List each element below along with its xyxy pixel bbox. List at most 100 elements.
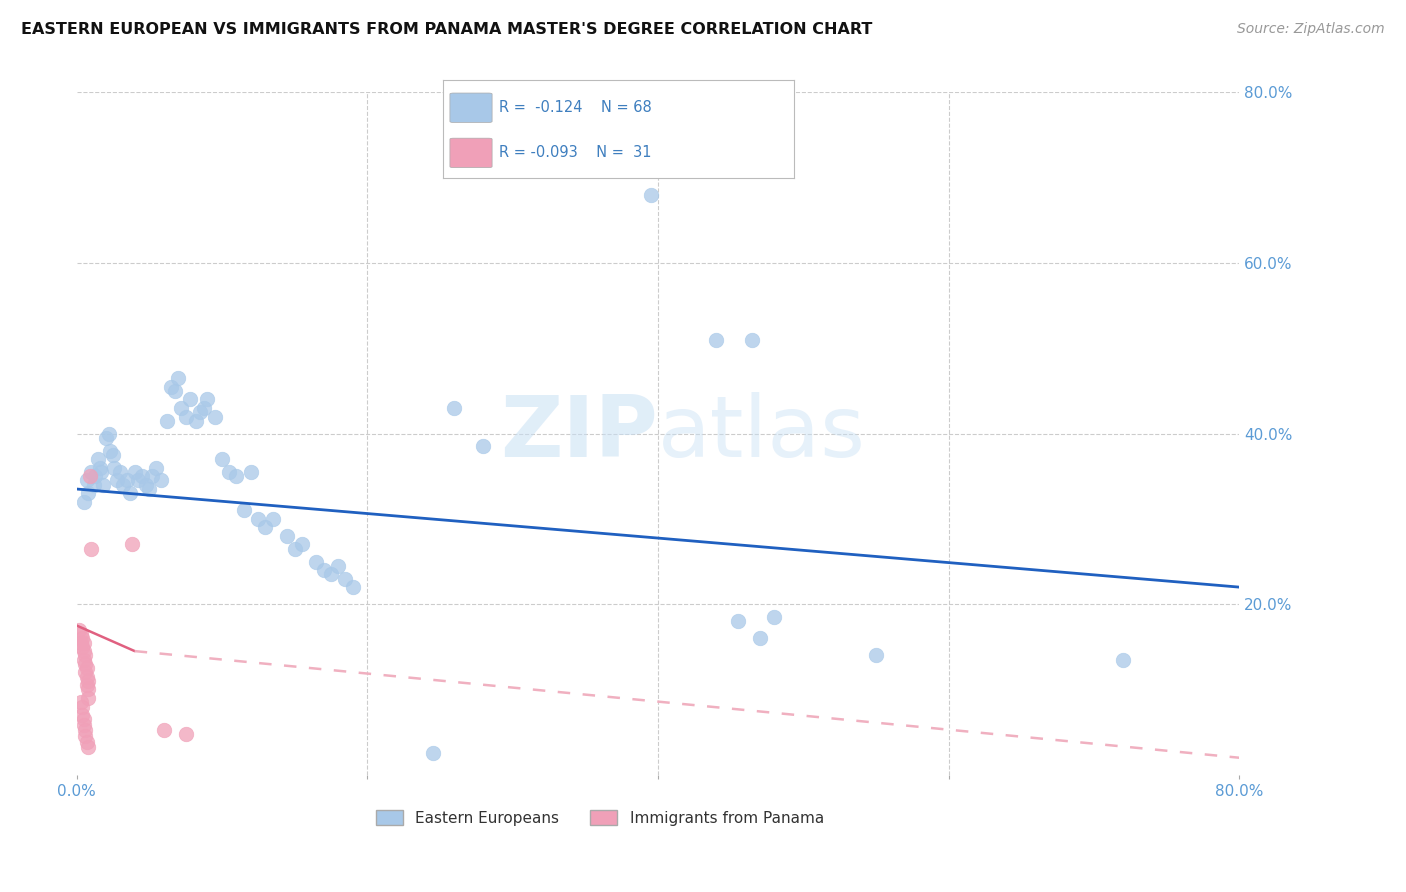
Point xyxy=(472,439,495,453)
Legend: Eastern Europeans, Immigrants from Panama: Eastern Europeans, Immigrants from Panam… xyxy=(370,805,830,832)
Point xyxy=(75,723,97,738)
Point xyxy=(138,482,160,496)
Text: R = -0.093    N =  31: R = -0.093 N = 31 xyxy=(499,145,651,161)
Point xyxy=(312,563,335,577)
Point xyxy=(335,572,357,586)
Point xyxy=(174,727,197,741)
Point xyxy=(305,555,328,569)
Point xyxy=(103,460,125,475)
Point xyxy=(149,474,172,488)
Point xyxy=(283,541,305,556)
Point xyxy=(640,187,662,202)
FancyBboxPatch shape xyxy=(450,138,492,168)
Point xyxy=(225,469,247,483)
Point xyxy=(77,691,100,706)
Point xyxy=(422,747,444,761)
Point xyxy=(727,614,749,628)
Point xyxy=(291,537,314,551)
Point xyxy=(76,474,98,488)
Point xyxy=(232,503,254,517)
Point xyxy=(342,580,364,594)
Point xyxy=(188,405,211,419)
Point xyxy=(87,452,110,467)
Point xyxy=(865,648,887,663)
Point xyxy=(83,477,105,491)
Point xyxy=(763,610,786,624)
Point xyxy=(76,735,98,749)
Point xyxy=(156,414,179,428)
Point xyxy=(127,474,149,488)
Point xyxy=(98,443,121,458)
FancyBboxPatch shape xyxy=(450,93,492,122)
Point xyxy=(193,401,215,415)
Point xyxy=(73,495,96,509)
Point xyxy=(76,661,98,675)
Point xyxy=(170,401,193,415)
Point xyxy=(90,465,112,479)
Point xyxy=(72,632,94,646)
Point xyxy=(1112,652,1135,666)
Point xyxy=(167,371,190,385)
Text: EASTERN EUROPEAN VS IMMIGRANTS FROM PANAMA MASTER'S DEGREE CORRELATION CHART: EASTERN EUROPEAN VS IMMIGRANTS FROM PANA… xyxy=(21,22,873,37)
Point xyxy=(77,682,100,697)
Point xyxy=(75,665,97,680)
Point xyxy=(94,431,117,445)
Point xyxy=(77,486,100,500)
Point xyxy=(141,469,163,483)
Point xyxy=(73,635,96,649)
Point xyxy=(108,465,131,479)
Point xyxy=(131,469,153,483)
Point xyxy=(70,635,93,649)
Point xyxy=(319,567,342,582)
Point xyxy=(179,392,201,407)
Text: Source: ZipAtlas.com: Source: ZipAtlas.com xyxy=(1237,22,1385,37)
Point xyxy=(218,465,240,479)
Point xyxy=(204,409,226,424)
Point xyxy=(254,520,277,534)
Point xyxy=(211,452,233,467)
Point xyxy=(73,718,96,732)
Point xyxy=(72,699,94,714)
Point xyxy=(105,474,128,488)
Point xyxy=(120,486,142,500)
Y-axis label: Master's Degree: Master's Degree xyxy=(0,366,8,501)
Point xyxy=(262,512,284,526)
Point xyxy=(328,558,350,573)
Point xyxy=(77,673,100,688)
Point xyxy=(174,409,197,424)
Point xyxy=(247,512,270,526)
Text: atlas: atlas xyxy=(658,392,866,475)
Point xyxy=(75,657,97,671)
Point xyxy=(152,723,174,738)
Point xyxy=(76,678,98,692)
Point xyxy=(121,537,143,551)
Point xyxy=(741,333,763,347)
Point xyxy=(77,740,100,755)
Point xyxy=(195,392,218,407)
Point xyxy=(91,477,114,491)
Point xyxy=(276,529,298,543)
Point xyxy=(73,712,96,726)
Point xyxy=(70,627,93,641)
Point xyxy=(72,640,94,654)
Point xyxy=(704,333,727,347)
Point xyxy=(239,465,262,479)
Point xyxy=(70,695,93,709)
Point xyxy=(79,469,101,483)
Point xyxy=(72,708,94,723)
Point xyxy=(112,477,135,491)
Point xyxy=(165,384,187,398)
Point xyxy=(80,465,103,479)
Point xyxy=(124,465,146,479)
Point xyxy=(101,448,124,462)
Point xyxy=(75,730,97,744)
Point xyxy=(97,426,120,441)
Point xyxy=(117,474,139,488)
Point xyxy=(184,414,207,428)
Text: ZIP: ZIP xyxy=(501,392,658,475)
Point xyxy=(69,623,91,637)
Point xyxy=(160,379,183,393)
Point xyxy=(748,632,770,646)
Point xyxy=(80,541,103,556)
Point xyxy=(75,648,97,663)
